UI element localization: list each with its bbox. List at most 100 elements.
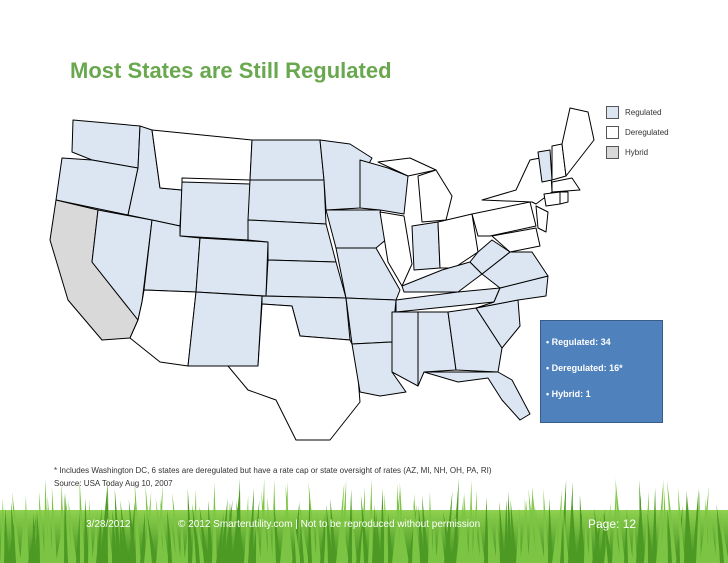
state-il	[379, 211, 413, 287]
footer-page-number: Page: 12	[588, 517, 637, 531]
state-tx	[227, 303, 361, 441]
grass-blade	[552, 517, 559, 563]
grass-blade	[652, 487, 657, 563]
grass-blade	[472, 508, 481, 563]
grass-blade	[579, 494, 585, 563]
grass-blade	[68, 499, 77, 563]
grass-blade	[32, 513, 37, 563]
grass-blade	[592, 517, 601, 563]
grass-blade	[280, 508, 286, 563]
grass-blade	[531, 487, 541, 563]
grass-blade	[504, 499, 509, 563]
grass-blade	[348, 489, 353, 563]
grass-blade	[495, 513, 501, 563]
grass-blade	[644, 491, 649, 563]
grass-blade	[267, 496, 273, 563]
grass-blade	[372, 504, 377, 563]
grass-blade	[88, 499, 93, 563]
grass-blade	[468, 480, 473, 563]
grass-blade	[120, 500, 129, 563]
legend-label-regulated: Regulated	[625, 107, 662, 117]
grass-blade	[667, 508, 673, 563]
grass-blade	[356, 511, 364, 563]
grass-blade	[0, 498, 5, 563]
grass-blade	[572, 501, 577, 563]
grass-blade	[380, 488, 385, 563]
grass-blade	[388, 512, 393, 563]
grass-blade	[639, 480, 645, 563]
grass-blade	[396, 483, 401, 563]
grass-blade	[134, 482, 141, 563]
slide-title: Most States are Still Regulated	[70, 58, 392, 83]
grass-blade	[408, 504, 417, 563]
grass-blade	[212, 481, 217, 563]
state-ri	[559, 191, 569, 205]
grass-blade	[660, 510, 665, 563]
grass-blade	[600, 508, 606, 563]
grass-blade	[360, 494, 369, 563]
grass-blade	[100, 479, 108, 563]
grass-blade	[499, 501, 505, 563]
grass-blade	[216, 513, 224, 563]
grass-blade	[484, 496, 489, 563]
grass-blade	[145, 484, 153, 563]
grass-blade	[700, 486, 709, 563]
stat-deregulated: • Deregulated: 16*	[546, 363, 623, 373]
grass-blade	[687, 495, 693, 563]
footnote-text: * Includes Washington DC, 6 states are d…	[54, 466, 492, 475]
grass-blade	[341, 514, 349, 563]
grass-blade	[208, 500, 213, 563]
grass-blade	[456, 495, 464, 563]
state-al	[417, 311, 457, 387]
grass-blade	[92, 508, 98, 563]
grass-blade	[114, 488, 121, 563]
state-ga	[447, 307, 503, 373]
grass-blade	[236, 500, 245, 563]
grass-blade	[422, 495, 429, 563]
source-text: Source: USA Today Aug 10, 2007	[54, 479, 173, 488]
grass-blade	[76, 501, 81, 563]
grass-blade	[261, 490, 269, 563]
state-mo	[335, 247, 401, 301]
grass-blade	[220, 498, 228, 563]
grass-blade	[308, 481, 317, 563]
grass-blade	[368, 479, 373, 563]
grass-blade	[172, 493, 181, 563]
grass-blade	[632, 514, 637, 563]
state-wv	[469, 239, 511, 275]
grass-blade	[709, 508, 717, 563]
grass-blade	[244, 495, 249, 563]
grass-blade	[656, 479, 664, 563]
grass-blade	[320, 512, 326, 563]
grass-blade	[64, 491, 73, 563]
grass-blade	[195, 514, 205, 563]
grass-blade	[464, 492, 469, 563]
grass-blade	[38, 491, 45, 563]
footer-date: 3/28/2012	[86, 519, 131, 530]
state-nj	[535, 205, 549, 233]
grass-blade	[180, 513, 185, 563]
grass-blade	[293, 514, 301, 563]
grass-blade	[147, 514, 157, 563]
grass-blade	[439, 514, 445, 563]
stat-regulated: • Regulated: 34	[546, 337, 611, 347]
legend-item-deregulated: Deregulated	[606, 122, 669, 142]
grass-blade	[584, 514, 589, 563]
grass-blade	[444, 491, 453, 563]
grass-blade	[326, 504, 333, 563]
state-ia	[325, 209, 389, 249]
state-wi	[359, 159, 409, 215]
grass-blade	[428, 491, 433, 563]
legend-swatch-hybrid	[606, 145, 619, 159]
grass-blade	[112, 509, 117, 563]
grass-blade	[392, 487, 400, 563]
legend-item-hybrid: Hybrid	[606, 142, 669, 162]
grass-blade	[413, 499, 421, 563]
footer-copyright: © 2012 Smarterutility.com | Not to be re…	[178, 519, 481, 530]
state-oh	[437, 213, 479, 269]
grass-blade	[432, 517, 437, 563]
grass-blade	[140, 511, 145, 563]
state-me	[561, 107, 595, 177]
grass-blade	[232, 486, 240, 563]
